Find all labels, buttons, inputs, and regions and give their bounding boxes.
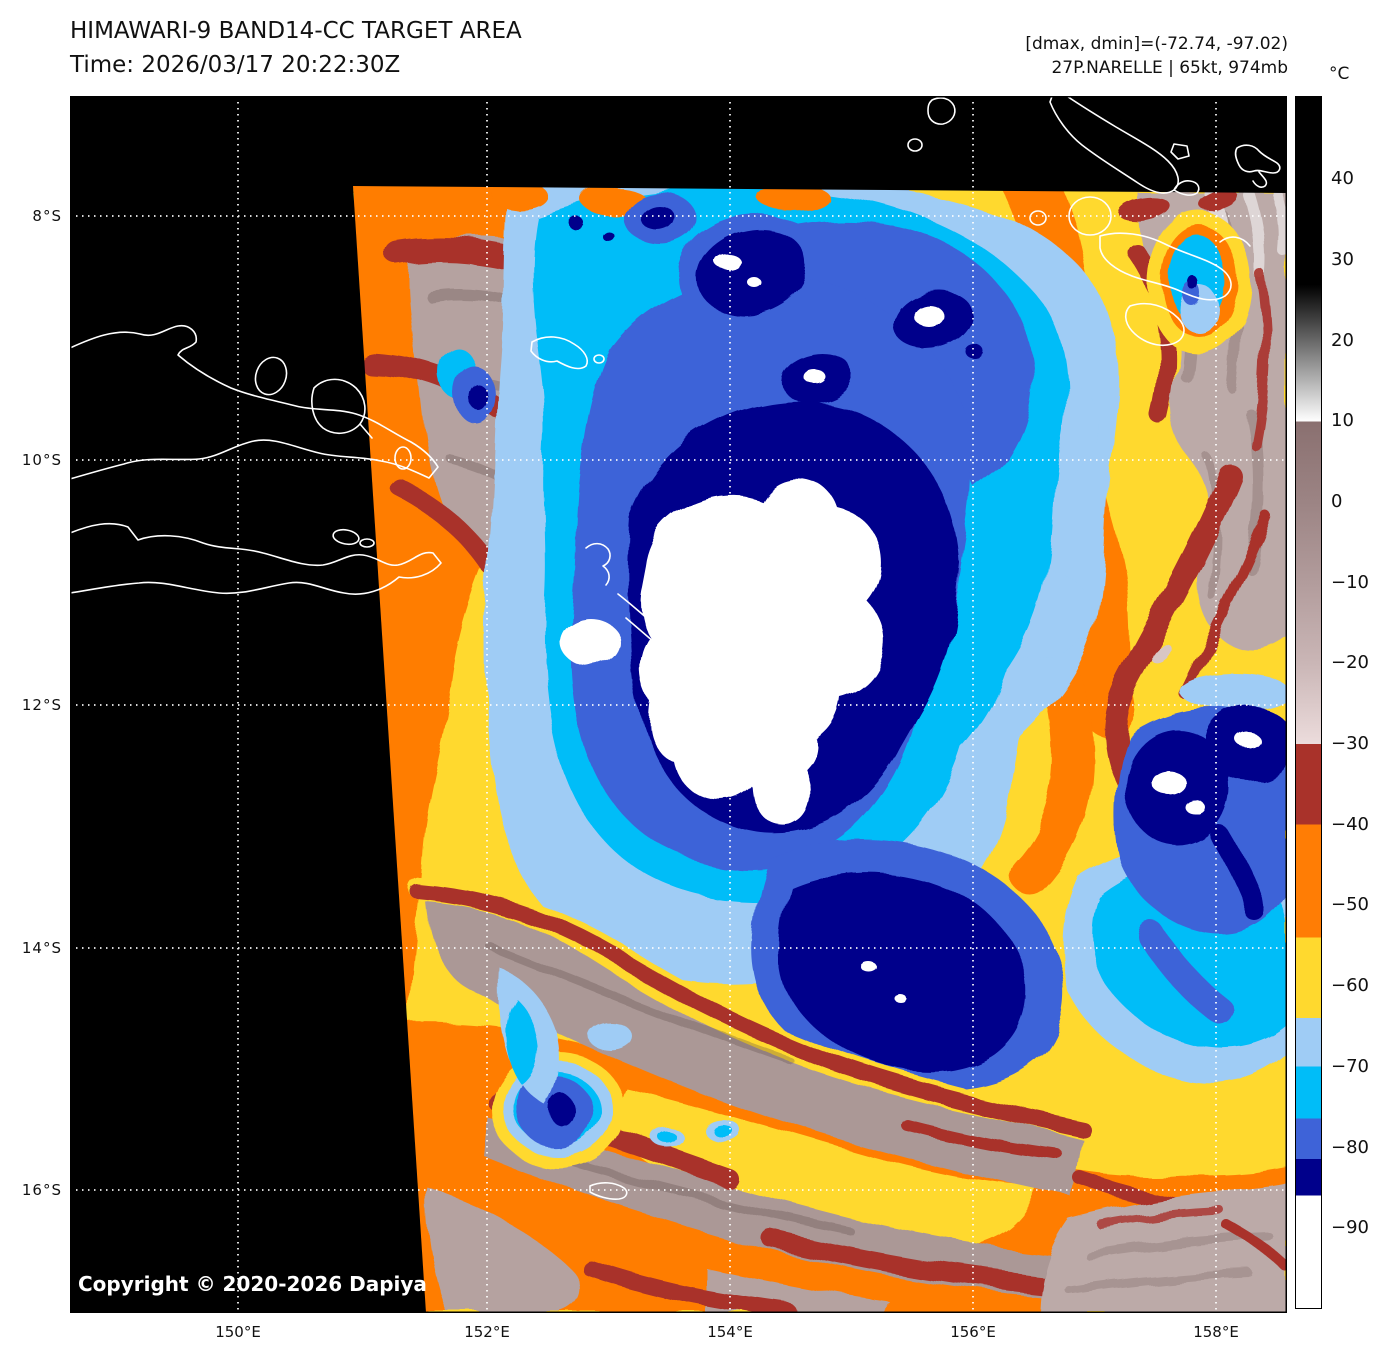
- longitude-tick-label: 156°E: [950, 1323, 996, 1341]
- coastline-layer: [69, 87, 1281, 1200]
- timestamp-line: Time: 2026/03/17 20:22:30Z: [70, 52, 401, 78]
- colorbar-tick-label: −60: [1331, 975, 1369, 997]
- longitude-tick-label: 158°E: [1193, 1323, 1239, 1341]
- colorbar-tick-label: 40: [1331, 168, 1354, 190]
- colorbar-tick-label: −30: [1331, 733, 1369, 755]
- cloud-layer: [353, 186, 1287, 1313]
- colorbar-unit-label: °C: [1329, 64, 1350, 84]
- latitude-tick-label: 12°S: [21, 696, 62, 714]
- colorbar-tick-label: −10: [1331, 571, 1369, 593]
- colorbar-tick-label: −90: [1331, 1217, 1369, 1239]
- colorbar-tick-label: −70: [1331, 1055, 1369, 1077]
- temperature-colorbar: [1295, 96, 1322, 1309]
- satellite-ir-image: [69, 87, 1287, 1313]
- latitude-tick-label: 14°S: [21, 939, 62, 957]
- satellite-map: [69, 87, 1287, 1313]
- colorbar-tick-label: 0: [1331, 490, 1343, 512]
- map-border: [70, 96, 1287, 1313]
- colorbar-tick-label: −50: [1331, 894, 1369, 916]
- longitude-tick-label: 154°E: [707, 1323, 753, 1341]
- page-title: HIMAWARI-9 BAND14-CC TARGET AREA: [70, 18, 522, 44]
- longitude-tick-label: 152°E: [464, 1323, 510, 1341]
- colorbar-tick-label: −20: [1331, 652, 1369, 674]
- colorbar-tick-label: 20: [1331, 329, 1354, 351]
- gridline-layer: [70, 96, 1287, 1313]
- colorbar-tick-label: 30: [1331, 248, 1354, 270]
- dmax-dmin-annotation: [dmax, dmin]=(-72.74, -97.02): [1025, 34, 1288, 54]
- colorbar-tick-label: −40: [1331, 813, 1369, 835]
- colorbar-tick-label: 10: [1331, 410, 1354, 432]
- colorbar-tick-label: −80: [1331, 1136, 1369, 1158]
- storm-annotation: 27P.NARELLE | 65kt, 974mb: [1051, 58, 1288, 78]
- copyright-text: Copyright © 2020-2026 Dapiya: [78, 1272, 427, 1296]
- latitude-tick-label: 16°S: [21, 1181, 62, 1199]
- latitude-tick-label: 8°S: [32, 207, 62, 225]
- longitude-tick-label: 150°E: [215, 1323, 261, 1341]
- latitude-tick-label: 10°S: [21, 451, 62, 469]
